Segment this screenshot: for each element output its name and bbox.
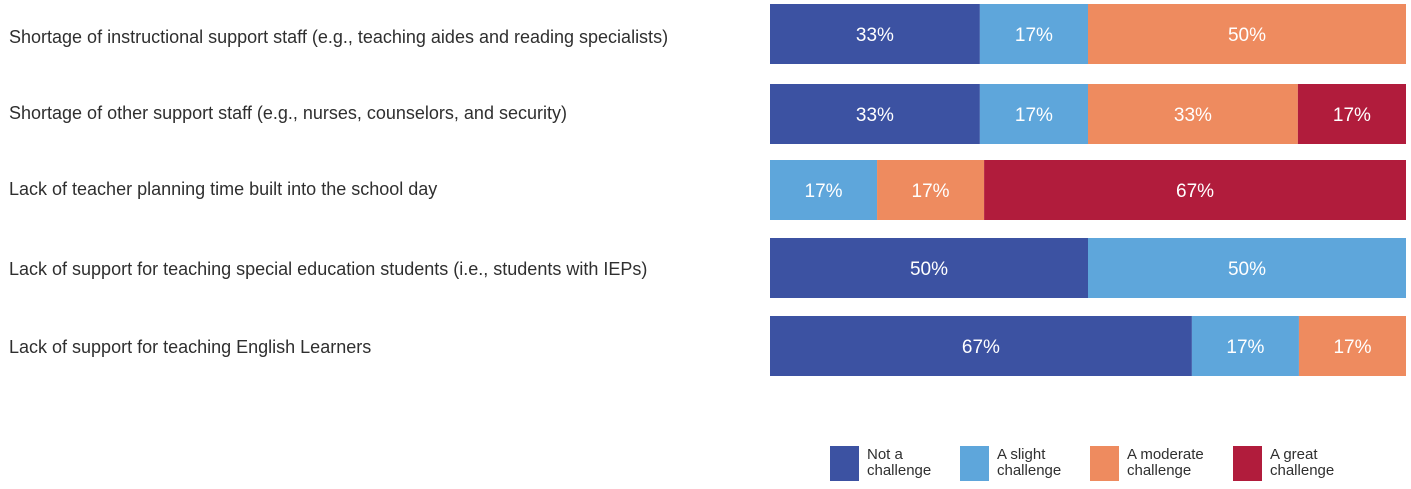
legend-label: A great challenge — [1270, 446, 1335, 479]
data-label: 50% — [1228, 25, 1266, 46]
bar-segment — [770, 84, 980, 144]
legend-label: A moderate challenge — [1127, 446, 1204, 479]
data-label: 17% — [912, 181, 950, 202]
legend-swatch — [830, 446, 859, 481]
bar-segment — [1191, 316, 1299, 376]
category-label-text: Lack of support for teaching English Lea… — [9, 337, 372, 357]
data-label: 50% — [910, 259, 948, 280]
data-label: 67% — [1176, 181, 1214, 202]
legend-swatch — [1090, 446, 1119, 481]
data-label: 17% — [1333, 105, 1371, 126]
data-label: 33% — [856, 105, 894, 126]
legend: Not a challenge A slight challenge A mod… — [830, 446, 1363, 481]
category-label: Lack of support for teaching special edu… — [9, 244, 759, 294]
data-label: 50% — [1228, 259, 1266, 280]
legend-item-not-a-challenge: Not a challenge — [830, 446, 960, 481]
legend-item-moderate-challenge: A moderate challenge — [1090, 446, 1233, 481]
bar-segment — [877, 160, 985, 220]
category-label-text: Lack of support for teaching special edu… — [9, 259, 648, 279]
data-label: 33% — [1174, 105, 1212, 126]
data-label: 17% — [805, 181, 843, 202]
bar-segment — [979, 4, 1088, 64]
legend-label: A slight challenge — [997, 446, 1062, 479]
legend-label: Not a challenge — [867, 446, 932, 479]
category-label: Lack of support for teaching English Lea… — [9, 322, 759, 372]
bar-segment — [1297, 84, 1406, 144]
category-label: Lack of teacher planning time built into… — [9, 164, 759, 214]
bar-segment — [1088, 84, 1298, 144]
bar-segment — [770, 160, 878, 220]
bar-segment — [984, 160, 1406, 220]
legend-swatch — [1233, 446, 1262, 481]
bar-segment — [1088, 238, 1406, 298]
legend-item-slight-challenge: A slight challenge — [960, 446, 1090, 481]
bar-segment — [770, 316, 1192, 376]
data-label: 17% — [1226, 337, 1264, 358]
data-label: 17% — [1015, 25, 1053, 46]
category-label-text: Lack of teacher planning time built into… — [9, 179, 438, 199]
data-label: 17% — [1333, 337, 1371, 358]
bar-segment — [1088, 4, 1406, 64]
data-label: 17% — [1015, 105, 1053, 126]
category-label: Shortage of other support staff (e.g., n… — [9, 88, 759, 138]
data-label: 33% — [856, 25, 894, 46]
legend-swatch — [960, 446, 989, 481]
legend-item-great-challenge: A great challenge — [1233, 446, 1363, 481]
bar-segment — [979, 84, 1088, 144]
category-label-text: Shortage of instructional support staff … — [9, 27, 669, 47]
bar-segment — [770, 4, 980, 64]
bar-segment — [770, 238, 1088, 298]
bar-segment — [1298, 316, 1406, 376]
data-label: 67% — [962, 337, 1000, 358]
category-label: Shortage of instructional support staff … — [9, 12, 759, 62]
category-label-text: Shortage of other support staff (e.g., n… — [9, 103, 567, 123]
